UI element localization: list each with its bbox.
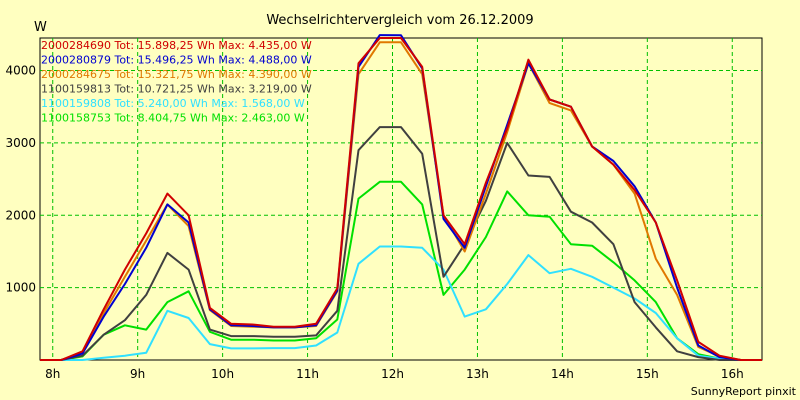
- x-tick-label: 12h: [381, 367, 404, 381]
- series-line-1100159808: [40, 245, 762, 361]
- x-tick-label: 14h: [551, 367, 574, 381]
- y-tick-label: 4000: [5, 64, 36, 78]
- legend-entry-1100159808: 1100159808 Tot: 5.240,00 Wh Max: 1.568,0…: [41, 97, 305, 110]
- series-line-1100158753: [40, 180, 762, 361]
- footer-credit: SunnyReport pinxit: [691, 385, 797, 398]
- series-line-2000280879: [40, 34, 762, 361]
- series-line-2000284675: [40, 41, 762, 361]
- legend-entry-2000284675: 2000284675 Tot: 15.321,75 Wh Max: 4.390,…: [41, 68, 312, 81]
- x-tick-label: 11h: [296, 367, 319, 381]
- x-tick-label: 8h: [45, 367, 60, 381]
- y-tick-label: 2000: [5, 208, 36, 222]
- legend-entry-2000280879: 2000280879 Tot: 15.496,25 Wh Max: 4.488,…: [41, 54, 312, 67]
- legend-entry-1100158753: 1100158753 Tot: 8.404,75 Wh Max: 2.463,0…: [41, 112, 305, 125]
- legend-entry-1100159813: 1100159813 Tot: 10.721,25 Wh Max: 3.219,…: [41, 83, 312, 96]
- chart-title: Wechselrichtervergleich vom 26.12.2009: [266, 13, 533, 28]
- x-tick-label: 15h: [636, 367, 659, 381]
- y-tick-label: 1000: [5, 281, 36, 295]
- legend-entry-2000284690: 2000284690 Tot: 15.898,25 Wh Max: 4.435,…: [41, 39, 312, 52]
- x-tick-label: 10h: [211, 367, 234, 381]
- y-tick-label: 3000: [5, 136, 36, 150]
- series-line-2000284690: [40, 37, 762, 361]
- x-tick-label: 13h: [466, 367, 489, 381]
- series-line-1100159813: [40, 126, 741, 361]
- x-tick-label: 9h: [130, 367, 145, 381]
- x-tick-label: 16h: [721, 367, 744, 381]
- y-axis-unit: W: [34, 20, 47, 35]
